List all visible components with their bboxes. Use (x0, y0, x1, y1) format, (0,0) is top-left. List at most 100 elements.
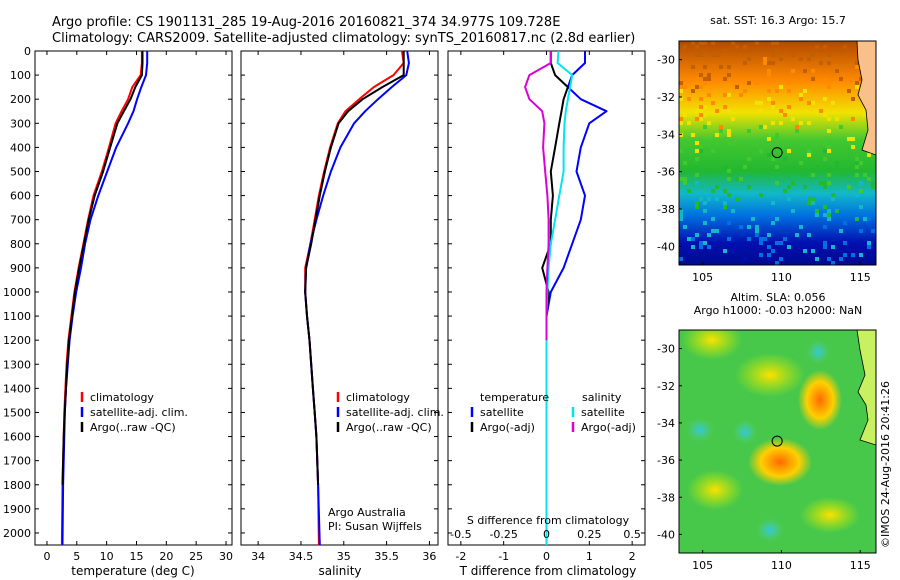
map-x-tick-label: 110 (771, 559, 792, 572)
sst-pixel (779, 109, 783, 113)
series-line (304, 51, 405, 485)
depth-tick-label: 1300 (3, 358, 31, 371)
sst-pixel (771, 101, 775, 105)
sst-pixel (831, 197, 835, 201)
sst-pixel (719, 129, 723, 133)
sla-blob (682, 330, 742, 360)
sst-pixel (771, 53, 775, 57)
sla-blob (735, 353, 805, 397)
sst-pixel (727, 221, 731, 225)
sst-pixel (771, 221, 775, 225)
depth-tick-label: 600 (10, 190, 31, 203)
x-tick-label: 25 (189, 550, 203, 563)
sst-pixel (687, 97, 691, 101)
sst-pixel (799, 57, 803, 61)
depth-tick-label: 500 (10, 165, 31, 178)
sst-pixel (679, 97, 683, 101)
sst-pixel (699, 241, 703, 245)
sst-pixel (747, 225, 751, 229)
sst-pixel (679, 177, 683, 181)
sst-pixel (747, 237, 751, 241)
sst-pixel (831, 245, 835, 249)
sst-pixel (843, 253, 847, 257)
s-tick-label: -0.5 (450, 528, 471, 541)
sst-pixel (703, 221, 707, 225)
sst-pixel (839, 77, 843, 81)
sst-pixel (787, 185, 791, 189)
sst-pixel (683, 45, 687, 49)
salinity-panel: 34 34.5 35 35.5 36 salinity climatology satel… (240, 50, 444, 578)
map-x-tick-label: 110 (771, 271, 792, 284)
sst-pixel (775, 89, 779, 93)
sst-pixel (687, 189, 691, 193)
sst-pixel (759, 237, 763, 241)
sst-pixel (711, 149, 715, 153)
sst-pixel (787, 149, 791, 153)
sst-pixel (679, 89, 683, 93)
sst-pixel (855, 157, 859, 161)
x-tick-label: 10 (100, 550, 114, 563)
sst-pixel (823, 157, 827, 161)
depth-tick-label: 2000 (3, 527, 31, 540)
sst-pixel (691, 133, 695, 137)
sst-pixel (767, 253, 771, 257)
sst-pixel (707, 93, 711, 97)
sst-pixel (731, 117, 735, 121)
sst-pixel (775, 49, 779, 53)
sst-pixel (727, 93, 731, 97)
depth-tick-label: 1600 (3, 431, 31, 444)
sst-pixel (723, 249, 727, 253)
sst-pixel (679, 149, 683, 153)
sst-pixel (695, 181, 699, 185)
sst-pixel (727, 141, 731, 145)
legend-label: satellite-adj. clim. (346, 406, 444, 419)
sst-pixel (859, 205, 863, 209)
sst-pixel (855, 85, 859, 89)
depth-tick-label: 700 (10, 214, 31, 227)
sst-pixel (827, 173, 831, 177)
sst-pixel (695, 45, 699, 49)
depth-tick-label: 1500 (3, 406, 31, 419)
sst-map-axes: 105 110 115 -30 -32 -34 -36 -38 -40 (657, 54, 871, 284)
sst-pixel (707, 233, 711, 237)
sst-pixel (823, 185, 827, 189)
temperature-panel: 0100200300400500600700800900100011001200… (3, 45, 233, 578)
x-tick-label: 0 (543, 550, 550, 563)
sst-pixel (719, 65, 723, 69)
map-y-tick-label: -40 (657, 240, 675, 253)
depth-tick-label: 1100 (3, 310, 31, 323)
sst-pixel (731, 209, 735, 213)
sst-pixel (691, 89, 695, 93)
sst-pixel (715, 185, 719, 189)
sst-pixel (727, 169, 731, 173)
salinity-series (304, 50, 410, 546)
sst-pixel (687, 237, 691, 241)
sst-pixel (855, 217, 859, 221)
sst-pixel (695, 173, 699, 177)
sst-pixel (807, 201, 811, 205)
sst-pixel (711, 53, 715, 57)
sst-pixel (867, 245, 871, 249)
sst-pixel (799, 121, 803, 125)
sst-pixel (699, 113, 703, 117)
sst-pixel (723, 205, 727, 209)
depth-tick-label: 300 (10, 117, 31, 130)
sst-pixel (679, 85, 683, 89)
sst-pixel (811, 69, 815, 73)
sst-pixel (775, 165, 779, 169)
salinity-y-ticks (241, 50, 438, 534)
map-y-tick-label: -38 (657, 203, 675, 216)
map-y-tick-label: -38 (657, 491, 675, 504)
sst-pixel (711, 101, 715, 105)
sla-map: Altim. SLA: 0.056 Argo h1000: -0.03 h200… (657, 291, 877, 572)
sst-pixel (743, 45, 747, 49)
sst-pixel (811, 101, 815, 105)
sst-pixel (711, 217, 715, 221)
sst-pixel (859, 77, 863, 81)
sst-pixel (759, 241, 763, 245)
sst-pixel (855, 173, 859, 177)
sst-pixel (707, 77, 711, 81)
sst-pixel (807, 197, 811, 201)
sst-pixel (767, 153, 771, 157)
sst-pixel (731, 249, 735, 253)
